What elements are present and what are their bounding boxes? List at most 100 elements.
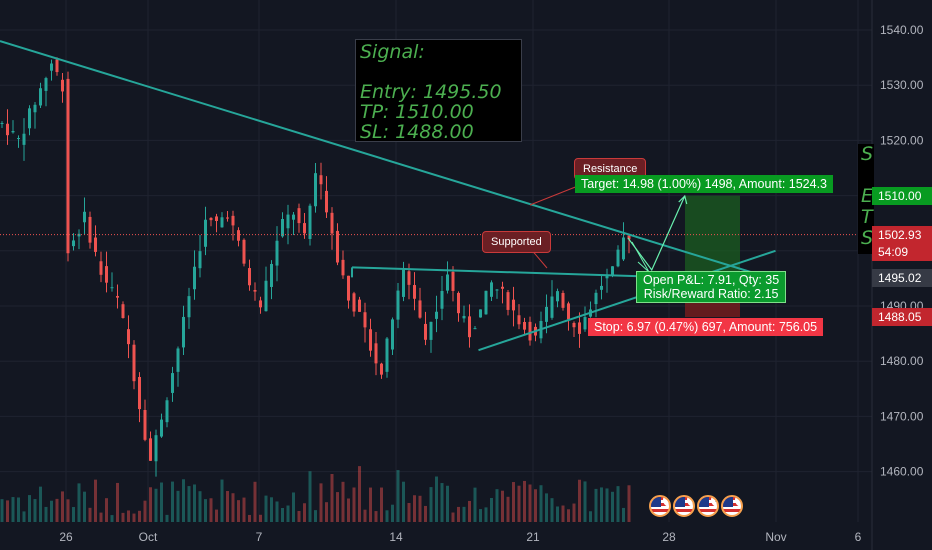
- volume-bar: [121, 512, 125, 522]
- candle-body: [484, 290, 488, 315]
- volume-bar: [352, 487, 356, 522]
- volume-bar: [83, 491, 86, 522]
- candle-body: [385, 338, 389, 372]
- us-flag-icon[interactable]: 3: [673, 495, 695, 517]
- candle-body: [17, 138, 20, 140]
- y-tick-label: 1520.00: [880, 133, 924, 147]
- resistance-callout[interactable]: Resistance: [574, 158, 647, 180]
- volume-bar: [572, 503, 576, 522]
- candle-body: [451, 271, 455, 291]
- volume-bar: [160, 482, 163, 522]
- volume-bar: [396, 470, 400, 522]
- volume-bar: [578, 479, 581, 522]
- volume-bar: [385, 510, 389, 522]
- y-tick-label: 1480.00: [880, 354, 924, 368]
- volume-bar: [116, 482, 119, 522]
- volume-bar: [479, 509, 482, 522]
- candle-body: [61, 79, 64, 92]
- candle-body: [583, 317, 587, 330]
- volume-bar: [561, 505, 565, 522]
- open-pnl: Open P&L: 7.91, Qty: 35: [643, 273, 780, 287]
- volume-bar: [616, 486, 620, 522]
- volume-bar: [171, 481, 174, 522]
- pnl-label[interactable]: Open P&L: 7.91, Qty: 35 Risk/Reward Rati…: [636, 271, 787, 303]
- volume-bar: [209, 498, 213, 522]
- signal-clip-line: E: [861, 185, 874, 207]
- volume-bar: [270, 497, 273, 522]
- candle-body: [33, 104, 37, 113]
- volume-bar: [187, 486, 191, 522]
- candle-body: [171, 373, 174, 393]
- signal-title: Signal:: [360, 41, 425, 63]
- price-axis-tag: 1488.05: [872, 307, 932, 326]
- candle-body: [116, 296, 119, 298]
- price-axis-tag: 1495.02: [872, 269, 932, 288]
- volume-bar: [215, 509, 218, 522]
- volume-bar: [44, 506, 48, 522]
- candle-body: [490, 282, 493, 297]
- volume-bar: [176, 490, 180, 522]
- candle-body: [132, 344, 136, 382]
- signal-sl: SL: 1488.00: [360, 121, 474, 143]
- volume-bar: [297, 510, 301, 522]
- stop-label[interactable]: Stop: 6.97 (0.47%) 697, Amount: 756.05: [588, 318, 824, 336]
- volume-bar: [253, 481, 257, 522]
- candle-body: [281, 219, 284, 237]
- candle-body: [396, 290, 400, 320]
- volume-bar: [275, 501, 279, 522]
- volume-bar: [319, 483, 323, 522]
- volume-bar: [88, 507, 92, 522]
- risk-reward: Risk/Reward Ratio: 2.15: [643, 287, 779, 301]
- volume-bar: [308, 471, 312, 522]
- volume-bar: [589, 511, 592, 522]
- candle-body: [50, 63, 53, 71]
- candle-body: [578, 322, 581, 334]
- candle-body: [88, 216, 92, 243]
- volume-bar: [550, 498, 554, 522]
- candle-body: [424, 323, 427, 340]
- volume-bar: [468, 500, 471, 522]
- volume-bar: [369, 487, 372, 522]
- volume-bar: [325, 502, 328, 522]
- volume-bar: [138, 510, 141, 522]
- supported-callout[interactable]: Supported: [482, 231, 551, 253]
- volume-bar: [264, 495, 268, 522]
- x-tick-label: 26: [59, 530, 73, 544]
- candle-body: [600, 285, 603, 290]
- volume-bar: [402, 481, 405, 522]
- event-count: 3: [687, 497, 693, 507]
- volume-bar: [440, 483, 444, 522]
- candle-body: [204, 219, 207, 247]
- event-count: 5: [663, 497, 669, 507]
- volume-bar: [424, 505, 427, 522]
- signal-clip-line: T: [861, 206, 873, 228]
- volume-bar: [132, 513, 136, 522]
- volume-bar: [330, 473, 334, 522]
- us-flag-icon[interactable]: 5: [721, 495, 743, 517]
- volume-bar: [495, 489, 499, 522]
- candle-body: [303, 223, 306, 234]
- candle-body: [528, 321, 532, 341]
- rising-trendline: [478, 249, 776, 352]
- volume-bar: [248, 514, 251, 522]
- volume-bar: [314, 510, 317, 522]
- volume-bar: [523, 480, 526, 522]
- target-label[interactable]: Target: 14.98 (1.00%) 1498, Amount: 1524…: [575, 175, 834, 193]
- candle-body: [627, 235, 631, 240]
- candle-body: [110, 287, 114, 289]
- candle-body: [11, 130, 15, 133]
- candle-body: [198, 251, 202, 269]
- candle-body: [0, 123, 4, 125]
- us-flag-icon[interactable]: 2: [697, 495, 719, 517]
- candle-body: [561, 292, 565, 308]
- candle-body: [374, 343, 378, 364]
- candle-body: [336, 230, 339, 263]
- volume-bar: [6, 500, 9, 522]
- signal-clip-line: S: [861, 227, 874, 249]
- us-flag-icon[interactable]: 5: [649, 495, 671, 517]
- candle-body: [545, 306, 548, 322]
- candle-body: [418, 300, 422, 318]
- candle-body: [523, 321, 526, 330]
- volume-bar: [66, 499, 70, 522]
- x-tick-label: 21: [526, 530, 540, 544]
